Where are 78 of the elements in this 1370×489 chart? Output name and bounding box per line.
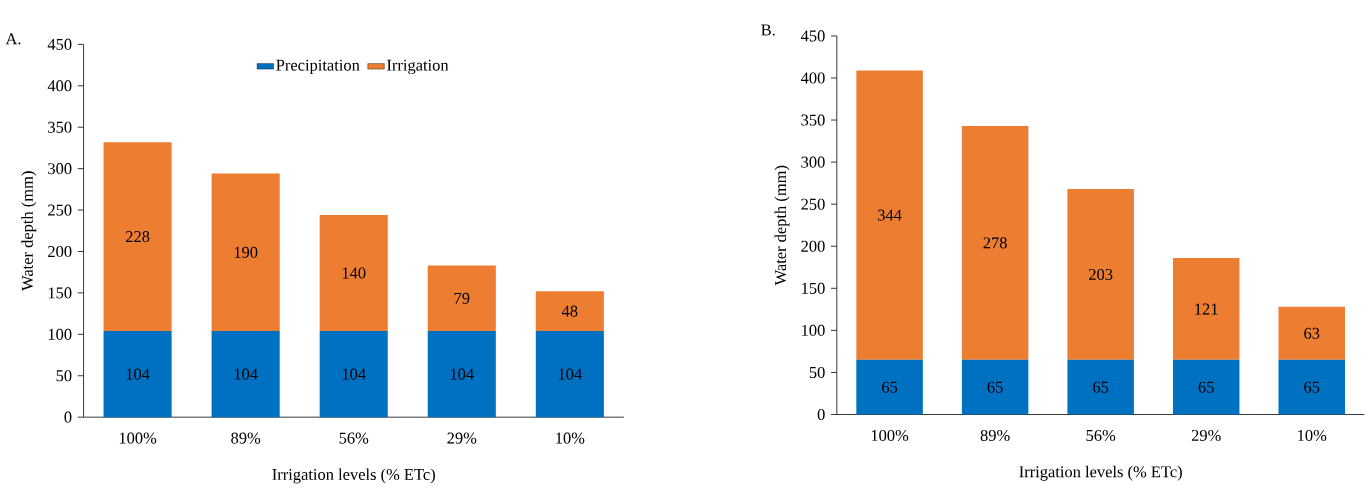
x-tick-label: 89% <box>231 432 261 444</box>
data-label: 203 <box>1089 268 1113 281</box>
data-label: 63 <box>1304 327 1320 339</box>
y-tick-label: 300 <box>48 163 72 175</box>
y-tick-label: 0 <box>817 409 825 421</box>
x-tick-label: 29% <box>1191 429 1221 442</box>
bar <box>535 291 604 332</box>
legend-label: Precipitation <box>276 59 360 75</box>
y-tick-label: 200 <box>801 240 825 252</box>
data-label: 121 <box>1195 303 1218 315</box>
y-tick-label: 150 <box>802 282 825 294</box>
bar <box>961 126 1029 360</box>
data-label: 140 <box>342 267 366 279</box>
x-tick-label: 89% <box>980 429 1010 442</box>
x-tick-label: 10% <box>1298 429 1327 442</box>
x-tick-label: 10% <box>556 432 585 444</box>
bar <box>211 173 280 332</box>
y-tick-label: 450 <box>47 38 72 51</box>
y-tick-label: 250 <box>801 198 825 210</box>
y-axis-title: Water depth (mm) <box>774 165 790 286</box>
bar <box>1067 189 1134 360</box>
data-label: 104 <box>450 368 474 380</box>
data-label: 65 <box>882 381 898 393</box>
data-label: 278 <box>983 237 1007 249</box>
y-axis-title: Water depth (mm) <box>21 171 37 291</box>
data-label: 104 <box>342 368 366 380</box>
data-label: 65 <box>1304 381 1320 393</box>
data-label: 190 <box>234 246 258 258</box>
y-tick-label: 100 <box>48 328 72 340</box>
x-tick-label: 56% <box>1086 429 1116 442</box>
y-tick-label: 350 <box>48 121 72 133</box>
bar <box>961 359 1029 415</box>
y-tick-label: 50 <box>809 366 825 379</box>
data-label: 104 <box>558 368 582 380</box>
bar <box>427 331 496 418</box>
data-label: 65 <box>1198 381 1214 393</box>
bar <box>103 142 172 332</box>
bar <box>535 331 604 418</box>
bar <box>211 331 280 418</box>
bar <box>856 359 923 415</box>
bar <box>1067 359 1134 415</box>
bar <box>1278 306 1345 360</box>
bar <box>1172 258 1240 360</box>
bar <box>427 265 496 332</box>
bar <box>1278 359 1345 415</box>
y-tick-label: 150 <box>48 287 72 299</box>
data-label: 104 <box>234 368 258 380</box>
x-tick-label: 100% <box>871 429 909 442</box>
data-label: 65 <box>987 381 1003 393</box>
y-tick-label: 50 <box>56 370 72 382</box>
data-label: 104 <box>126 368 150 380</box>
y-tick-label: 350 <box>801 114 825 126</box>
bar <box>856 70 923 360</box>
x-tick-label: 56% <box>339 432 369 444</box>
legend-label: Irrigation <box>387 59 449 75</box>
data-label: 65 <box>1093 381 1109 393</box>
x-tick-label: 100% <box>119 432 157 444</box>
y-tick-label: 450 <box>800 30 825 42</box>
data-label: 344 <box>878 209 902 221</box>
x-axis-title: Irrigation levels (% ETc) <box>1019 465 1182 481</box>
y-tick-label: 400 <box>800 72 825 84</box>
chart-title: A. <box>5 33 21 45</box>
x-axis-title: Irrigation levels (% ETc) <box>272 468 435 484</box>
y-tick-label: 200 <box>48 245 72 258</box>
bar <box>319 215 388 332</box>
y-tick-label: 400 <box>47 80 72 92</box>
y-tick-label: 100 <box>802 324 825 337</box>
bar <box>319 331 388 418</box>
bar <box>103 331 172 418</box>
bar <box>1172 359 1240 415</box>
chart-title: B. <box>761 24 775 36</box>
x-tick-label: 29% <box>447 432 477 444</box>
data-label: 228 <box>125 231 150 243</box>
y-tick-label: 300 <box>801 156 825 168</box>
y-tick-label: 0 <box>64 411 72 423</box>
y-tick-label: 250 <box>48 204 72 216</box>
data-label: 79 <box>454 292 470 304</box>
data-label: 48 <box>561 305 578 317</box>
